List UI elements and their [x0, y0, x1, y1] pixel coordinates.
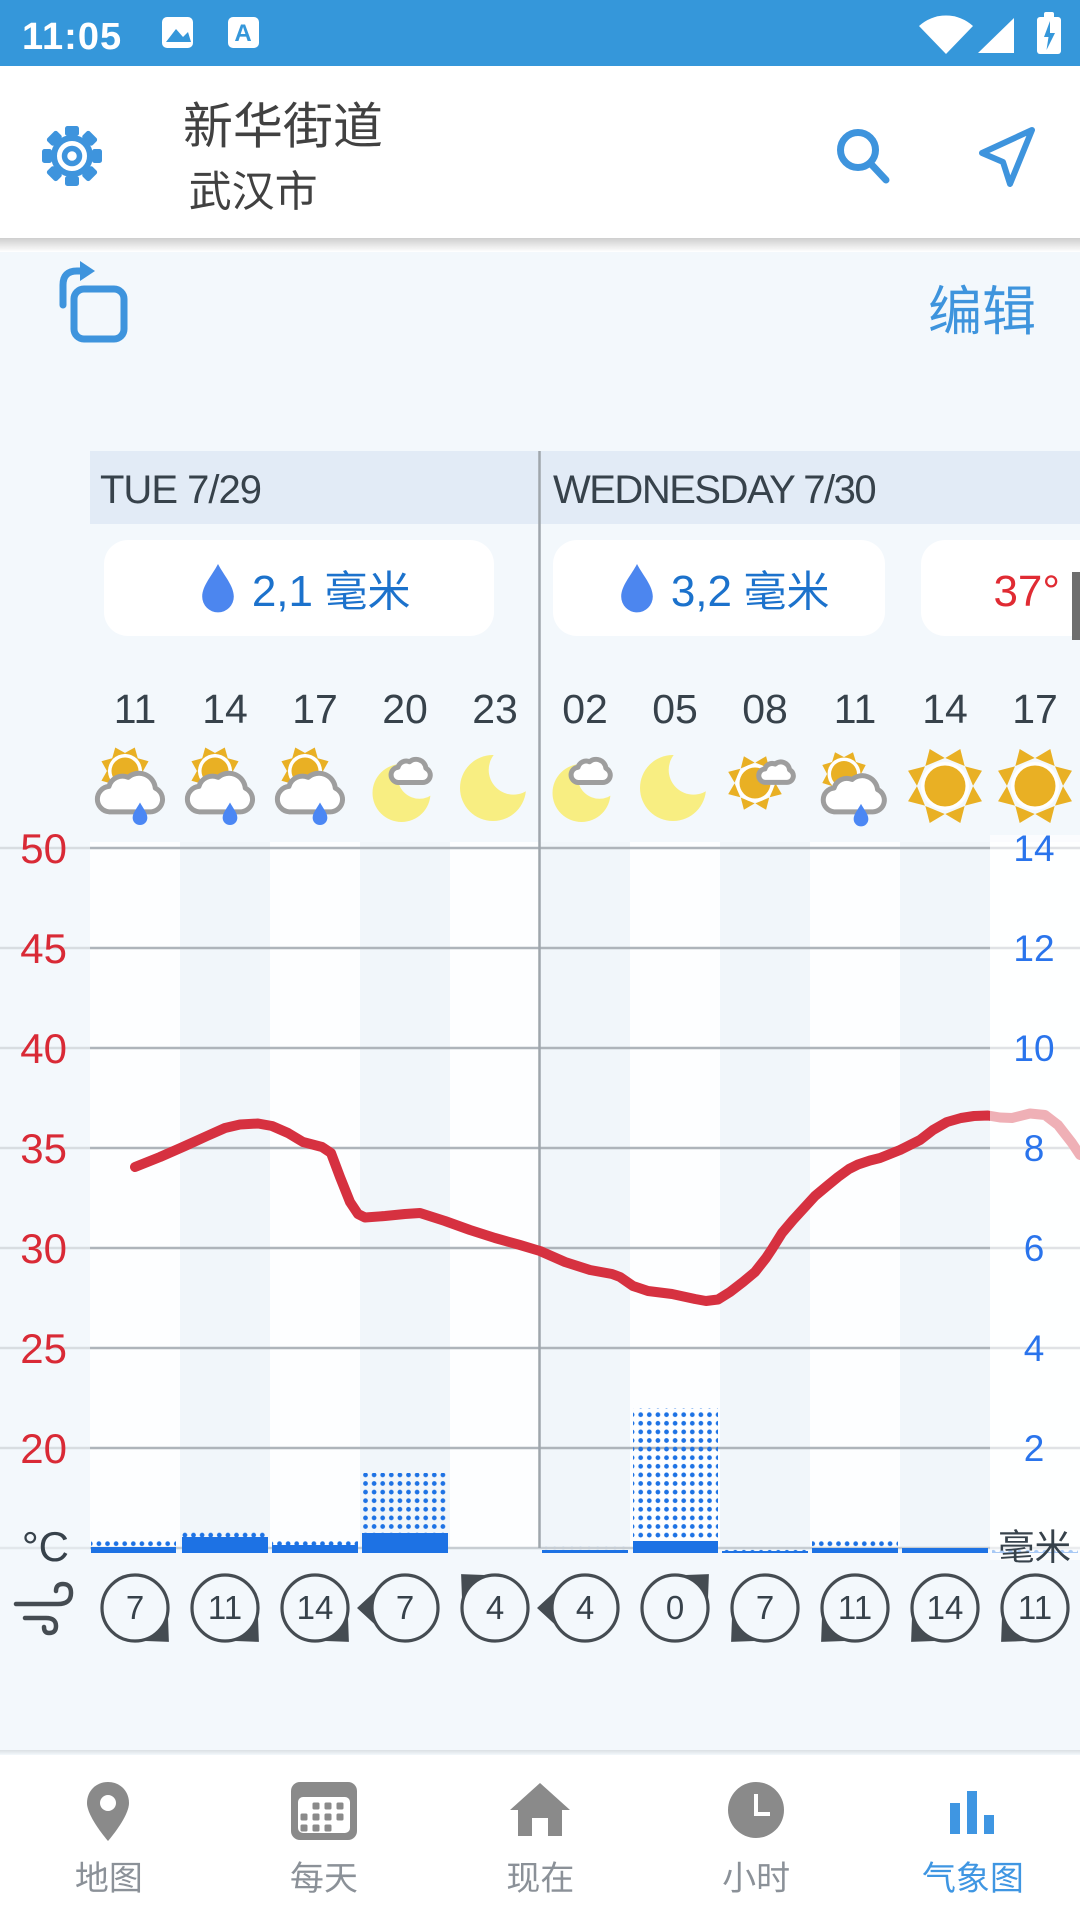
svg-text:17: 17: [1012, 686, 1058, 732]
svg-text:12: 12: [1013, 928, 1054, 969]
svg-text:3,2: 3,2: [671, 567, 732, 616]
svg-text:6: 6: [1024, 1228, 1045, 1269]
svg-text:WEDNESDAY 7/30: WEDNESDAY 7/30: [553, 468, 875, 512]
svg-text:11: 11: [114, 686, 157, 732]
svg-text:35: 35: [20, 1125, 67, 1172]
svg-text:05: 05: [652, 686, 698, 732]
svg-text:14: 14: [927, 1589, 964, 1626]
svg-text:2,1: 2,1: [252, 567, 313, 616]
svg-text:14: 14: [297, 1589, 334, 1626]
svg-text:7: 7: [126, 1589, 144, 1626]
svg-text:30: 30: [20, 1225, 67, 1272]
svg-text:17: 17: [292, 686, 338, 732]
svg-text:23: 23: [472, 686, 518, 732]
svg-text:50: 50: [20, 825, 67, 872]
svg-text:2: 2: [1024, 1428, 1045, 1469]
svg-text:14: 14: [922, 686, 968, 732]
svg-text:4: 4: [576, 1589, 594, 1626]
svg-text:11: 11: [1018, 1589, 1052, 1626]
svg-text:14: 14: [202, 686, 248, 732]
svg-text:4: 4: [486, 1589, 504, 1626]
svg-text:11: 11: [838, 1589, 872, 1626]
svg-text:10: 10: [1013, 1028, 1054, 1069]
svg-text:11: 11: [208, 1589, 242, 1626]
svg-text:02: 02: [562, 686, 608, 732]
svg-text:25: 25: [20, 1325, 67, 1372]
svg-text:08: 08: [742, 686, 788, 732]
svg-text:11:05: 11:05: [22, 16, 122, 58]
svg-text:°C: °C: [22, 1523, 69, 1570]
svg-text:20: 20: [382, 686, 428, 732]
svg-text:40: 40: [20, 1025, 67, 1072]
svg-text:7: 7: [396, 1589, 414, 1626]
svg-text:20: 20: [20, 1425, 67, 1472]
svg-text:7: 7: [756, 1589, 774, 1626]
svg-text:14: 14: [1013, 828, 1054, 869]
svg-text:8: 8: [1024, 1128, 1045, 1169]
svg-text:45: 45: [20, 925, 67, 972]
svg-text:4: 4: [1024, 1328, 1045, 1369]
svg-text:37°: 37°: [993, 567, 1060, 616]
svg-text:TUE 7/29: TUE 7/29: [100, 468, 261, 512]
svg-text:11: 11: [834, 686, 877, 732]
svg-text:0: 0: [666, 1589, 684, 1626]
svg-text:A: A: [234, 20, 251, 47]
